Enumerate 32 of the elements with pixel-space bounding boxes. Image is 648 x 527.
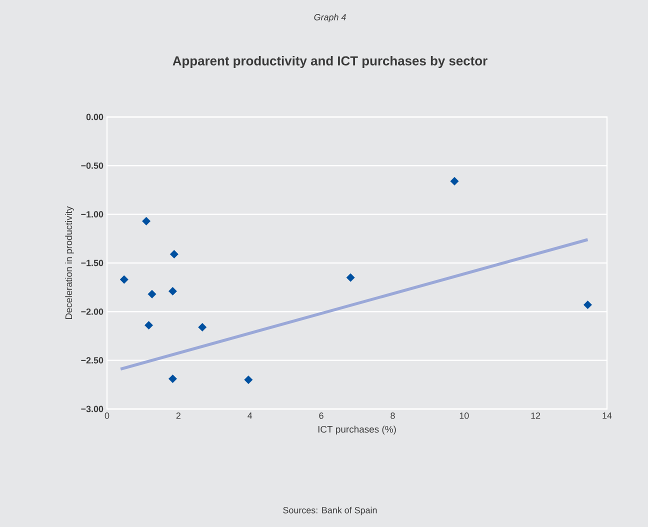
point bbox=[244, 376, 253, 384]
x-tick-label: 12 bbox=[531, 412, 540, 419]
y-tick-label: 0.00 bbox=[86, 114, 104, 120]
x-tick-label: 4 bbox=[248, 412, 252, 419]
chart-title: Apparent productivity and ICT purchases by sector bbox=[172, 56, 488, 68]
point bbox=[168, 374, 177, 384]
point bbox=[346, 273, 355, 282]
y-axis-title: Deceleration in productivity bbox=[65, 206, 74, 320]
x-tick-label: 0 bbox=[104, 412, 110, 419]
x-axis-title: ICT purchases (%) bbox=[318, 426, 396, 435]
y-tick-label: −1.00 bbox=[81, 211, 104, 218]
x-tick-label: 10 bbox=[460, 412, 469, 419]
point bbox=[198, 322, 207, 332]
point bbox=[450, 176, 459, 186]
y-tick-label: −2.50 bbox=[81, 357, 104, 364]
chart-subtitle: Graph 4 bbox=[314, 14, 346, 22]
x-tick-label: 14 bbox=[602, 412, 612, 419]
y-tick-label: −2.00 bbox=[81, 308, 104, 315]
point bbox=[144, 321, 154, 330]
x-tick-label: 6 bbox=[319, 412, 324, 419]
x-tick-label: 8 bbox=[390, 412, 395, 419]
point bbox=[168, 286, 177, 296]
source-note: Sources: Bank of Spain bbox=[283, 506, 377, 516]
point bbox=[148, 290, 156, 298]
point bbox=[120, 275, 128, 284]
y-tick-label: −1.50 bbox=[81, 260, 104, 266]
point bbox=[170, 250, 178, 258]
y-tick-label: −0.50 bbox=[81, 162, 104, 169]
x-tick-label: 2 bbox=[176, 412, 180, 419]
point bbox=[583, 300, 592, 310]
point bbox=[142, 216, 151, 226]
y-tick-label: −3.00 bbox=[81, 406, 104, 412]
